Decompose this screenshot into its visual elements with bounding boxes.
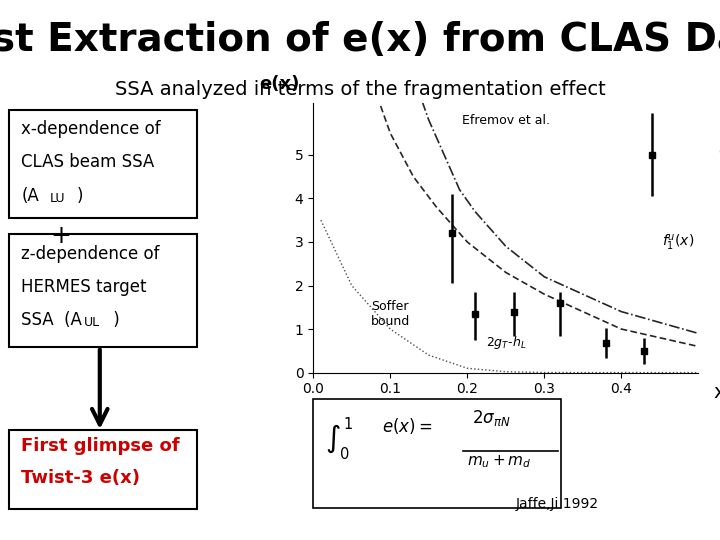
Text: $m_u + m_d$: $m_u + m_d$ — [467, 454, 532, 470]
Text: HERMES target: HERMES target — [21, 278, 147, 296]
Text: e(x): e(x) — [718, 144, 720, 159]
Text: Efremov et al.: Efremov et al. — [462, 114, 550, 127]
Text: x: x — [714, 383, 720, 402]
Text: First glimpse of: First glimpse of — [21, 437, 180, 455]
Text: +: + — [50, 224, 71, 248]
FancyBboxPatch shape — [9, 430, 197, 509]
Text: $2g_T$-$h_L$: $2g_T$-$h_L$ — [485, 334, 526, 350]
Text: CLAS beam SSA: CLAS beam SSA — [21, 153, 154, 171]
Text: UL: UL — [84, 316, 100, 329]
Text: LU: LU — [50, 192, 66, 205]
Text: Soffer
bound: Soffer bound — [371, 300, 410, 328]
Text: SSA  (A: SSA (A — [21, 312, 82, 329]
Text: x-dependence of: x-dependence of — [21, 120, 161, 138]
Text: $\int_0^1$: $\int_0^1$ — [325, 416, 353, 462]
Text: Jaffe,Ji 1992: Jaffe,Ji 1992 — [516, 497, 598, 511]
Text: Twist-3 e(x): Twist-3 e(x) — [21, 469, 140, 487]
Text: z-dependence of: z-dependence of — [21, 245, 160, 263]
Text: SSA analyzed in terms of the fragmentation effect: SSA analyzed in terms of the fragmentati… — [114, 80, 606, 99]
Text: $2\sigma_{\pi N}$: $2\sigma_{\pi N}$ — [472, 408, 510, 428]
Text: First Extraction of e(x) from CLAS Data: First Extraction of e(x) from CLAS Data — [0, 22, 720, 59]
Text: ): ) — [108, 312, 120, 329]
Text: $e(x) =$: $e(x) =$ — [382, 416, 433, 436]
FancyBboxPatch shape — [9, 110, 197, 218]
FancyBboxPatch shape — [313, 399, 561, 508]
FancyBboxPatch shape — [9, 234, 197, 347]
Text: $f_1^u(x)$: $f_1^u(x)$ — [662, 233, 695, 253]
Text: e(x): e(x) — [259, 75, 300, 93]
Text: ): ) — [77, 187, 84, 205]
Text: (A: (A — [21, 187, 39, 205]
